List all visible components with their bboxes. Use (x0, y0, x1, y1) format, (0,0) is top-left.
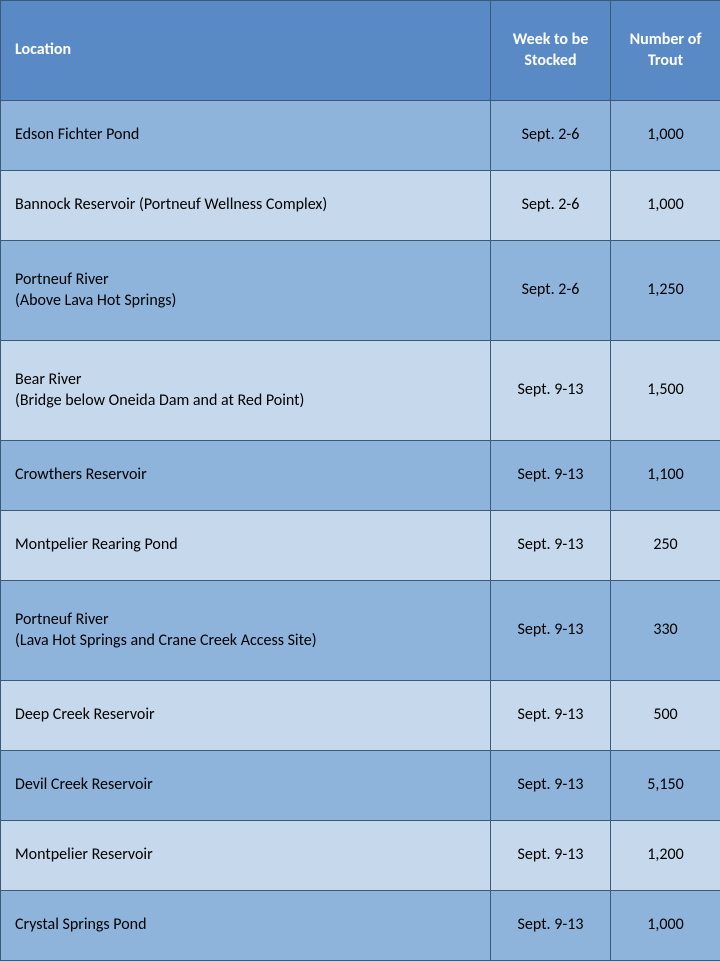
cell-trout: 1,500 (611, 341, 720, 441)
cell-location: Montpelier Rearing Pond (1, 511, 491, 581)
cell-location: Edson Fichter Pond (1, 101, 491, 171)
col-header-trout: Number of Trout (611, 1, 720, 101)
cell-week: Sept. 9-13 (491, 341, 611, 441)
table-row: Portneuf River(Lava Hot Springs and Cran… (1, 581, 720, 681)
cell-location: Montpelier Reservoir (1, 821, 491, 891)
table-row: Deep Creek Reservoir Sept. 9-13 500 (1, 681, 720, 751)
cell-location: Bannock Reservoir (Portneuf Wellness Com… (1, 171, 491, 241)
cell-trout: 500 (611, 681, 720, 751)
cell-location: Crystal Springs Pond (1, 891, 491, 961)
table-row: Edson Fichter Pond Sept. 2-6 1,000 (1, 101, 720, 171)
cell-location: Portneuf River(Above Lava Hot Springs) (1, 241, 491, 341)
cell-trout: 330 (611, 581, 720, 681)
table-row: Crystal Springs Pond Sept. 9-13 1,000 (1, 891, 720, 961)
table-header-row: Location Week to be Stocked Number of Tr… (1, 1, 720, 101)
cell-trout: 1,000 (611, 891, 720, 961)
cell-week: Sept. 9-13 (491, 511, 611, 581)
table-row: Bannock Reservoir (Portneuf Wellness Com… (1, 171, 720, 241)
cell-week: Sept. 9-13 (491, 441, 611, 511)
table-row: Montpelier Reservoir Sept. 9-13 1,200 (1, 821, 720, 891)
cell-week: Sept. 2-6 (491, 171, 611, 241)
trout-stocking-table: Location Week to be Stocked Number of Tr… (0, 0, 720, 961)
cell-trout: 1,000 (611, 171, 720, 241)
cell-trout: 1,250 (611, 241, 720, 341)
cell-location: Bear River(Bridge below Oneida Dam and a… (1, 341, 491, 441)
cell-week: Sept. 9-13 (491, 891, 611, 961)
table-row: Devil Creek Reservoir Sept. 9-13 5,150 (1, 751, 720, 821)
cell-week: Sept. 9-13 (491, 751, 611, 821)
table-row: Portneuf River(Above Lava Hot Springs) S… (1, 241, 720, 341)
cell-week: Sept. 2-6 (491, 241, 611, 341)
cell-location: Deep Creek Reservoir (1, 681, 491, 751)
cell-trout: 1,100 (611, 441, 720, 511)
cell-week: Sept. 9-13 (491, 821, 611, 891)
col-header-location: Location (1, 1, 491, 101)
table-body: Edson Fichter Pond Sept. 2-6 1,000 Banno… (1, 101, 720, 961)
cell-trout: 1,000 (611, 101, 720, 171)
cell-trout: 5,150 (611, 751, 720, 821)
cell-week: Sept. 2-6 (491, 101, 611, 171)
cell-location: Portneuf River(Lava Hot Springs and Cran… (1, 581, 491, 681)
cell-location: Crowthers Reservoir (1, 441, 491, 511)
cell-trout: 1,200 (611, 821, 720, 891)
table-row: Bear River(Bridge below Oneida Dam and a… (1, 341, 720, 441)
cell-location: Devil Creek Reservoir (1, 751, 491, 821)
table-row: Montpelier Rearing Pond Sept. 9-13 250 (1, 511, 720, 581)
cell-week: Sept. 9-13 (491, 581, 611, 681)
cell-trout: 250 (611, 511, 720, 581)
table-row: Crowthers Reservoir Sept. 9-13 1,100 (1, 441, 720, 511)
cell-week: Sept. 9-13 (491, 681, 611, 751)
col-header-week: Week to be Stocked (491, 1, 611, 101)
